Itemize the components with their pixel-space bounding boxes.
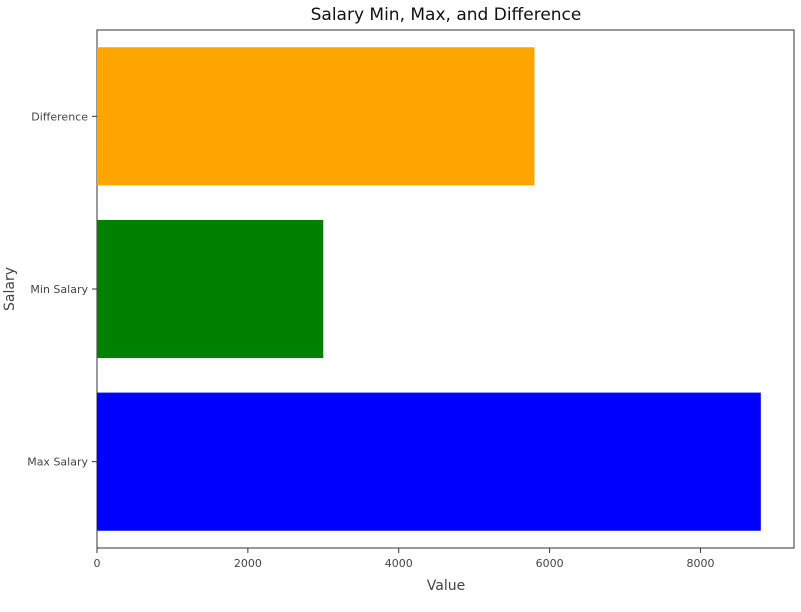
y-ticks-group: Max Salary Min Salary Difference bbox=[27, 110, 97, 469]
bar-min-salary bbox=[97, 219, 324, 359]
x-tick-label: 0 bbox=[94, 557, 101, 570]
y-axis-label: Salary bbox=[2, 267, 18, 311]
x-tick-label: 4000 bbox=[385, 557, 413, 570]
x-ticks-group: 0 2000 4000 6000 8000 bbox=[94, 548, 714, 570]
y-tick-label: Min Salary bbox=[30, 283, 88, 296]
y-tick-label: Difference bbox=[31, 110, 88, 123]
x-tick-label: 2000 bbox=[234, 557, 262, 570]
bars-group bbox=[97, 47, 761, 531]
chart-title: Salary Min, Max, and Difference bbox=[311, 5, 582, 25]
bar-max-salary bbox=[97, 392, 761, 531]
x-tick-label: 8000 bbox=[686, 557, 714, 570]
bar-difference bbox=[97, 47, 535, 186]
y-tick-label: Max Salary bbox=[27, 456, 88, 469]
x-tick-label: 6000 bbox=[536, 557, 564, 570]
x-axis-label: Value bbox=[427, 578, 465, 594]
